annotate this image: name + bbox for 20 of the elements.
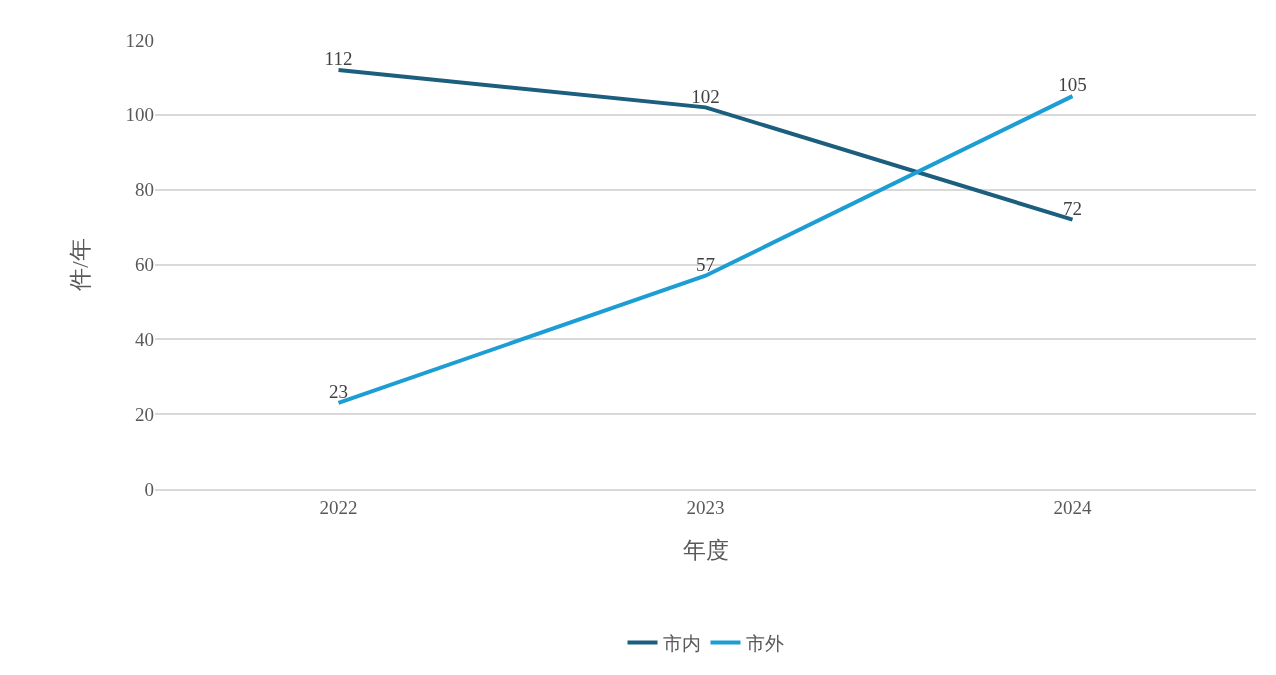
legend-label: 市外 [745,632,784,654]
y-tick-label: 20 [135,403,154,425]
y-tick-label: 100 [125,104,154,126]
y-tick-label: 80 [135,179,154,201]
data-label: 23 [329,381,348,403]
x-tick-label: 2022 [319,496,358,518]
data-label: 112 [324,48,353,70]
y-tick-label: 40 [135,328,154,350]
y-axis-title: 件/年 [67,238,93,291]
y-tick-label: 120 [125,29,154,51]
y-tick-label: 0 [144,478,154,500]
x-tick-label: 2023 [686,496,725,518]
data-label: 105 [1058,74,1087,96]
legend-label: 市内 [662,632,701,654]
data-label: 102 [691,85,720,107]
x-tick-label: 2024 [1053,496,1092,518]
data-label: 72 [1063,197,1082,219]
data-label: 57 [696,253,715,275]
x-axis-title: 年度 [682,537,729,563]
y-tick-label: 60 [135,254,154,276]
